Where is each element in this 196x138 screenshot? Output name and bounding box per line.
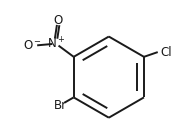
Text: O: O [54, 14, 63, 27]
Text: $\mathregular{N}^+$: $\mathregular{N}^+$ [47, 36, 65, 52]
Text: Br: Br [54, 99, 67, 112]
Text: $\mathregular{O}^-$: $\mathregular{O}^-$ [23, 39, 42, 52]
Text: Cl: Cl [160, 46, 172, 59]
